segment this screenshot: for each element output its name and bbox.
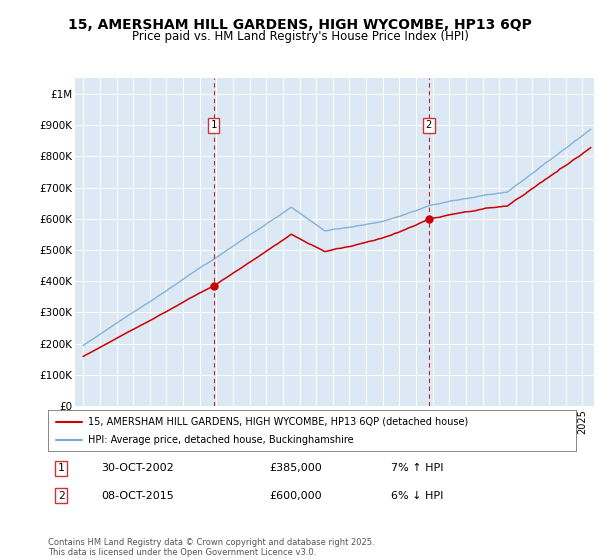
Text: 15, AMERSHAM HILL GARDENS, HIGH WYCOMBE, HP13 6QP: 15, AMERSHAM HILL GARDENS, HIGH WYCOMBE,… bbox=[68, 18, 532, 32]
Text: 15, AMERSHAM HILL GARDENS, HIGH WYCOMBE, HP13 6QP (detached house): 15, AMERSHAM HILL GARDENS, HIGH WYCOMBE,… bbox=[88, 417, 468, 427]
Text: Contains HM Land Registry data © Crown copyright and database right 2025.
This d: Contains HM Land Registry data © Crown c… bbox=[48, 538, 374, 557]
Text: £600,000: £600,000 bbox=[270, 491, 322, 501]
Text: Price paid vs. HM Land Registry's House Price Index (HPI): Price paid vs. HM Land Registry's House … bbox=[131, 30, 469, 43]
Text: 2: 2 bbox=[425, 120, 432, 130]
Text: 08-OCT-2015: 08-OCT-2015 bbox=[101, 491, 173, 501]
Text: 1: 1 bbox=[211, 120, 217, 130]
Text: 1: 1 bbox=[58, 463, 65, 473]
Text: 2: 2 bbox=[58, 491, 65, 501]
Text: 30-OCT-2002: 30-OCT-2002 bbox=[101, 463, 173, 473]
Text: HPI: Average price, detached house, Buckinghamshire: HPI: Average price, detached house, Buck… bbox=[88, 435, 353, 445]
Text: £385,000: £385,000 bbox=[270, 463, 323, 473]
Text: 6% ↓ HPI: 6% ↓ HPI bbox=[391, 491, 443, 501]
Text: 7% ↑ HPI: 7% ↑ HPI bbox=[391, 463, 444, 473]
